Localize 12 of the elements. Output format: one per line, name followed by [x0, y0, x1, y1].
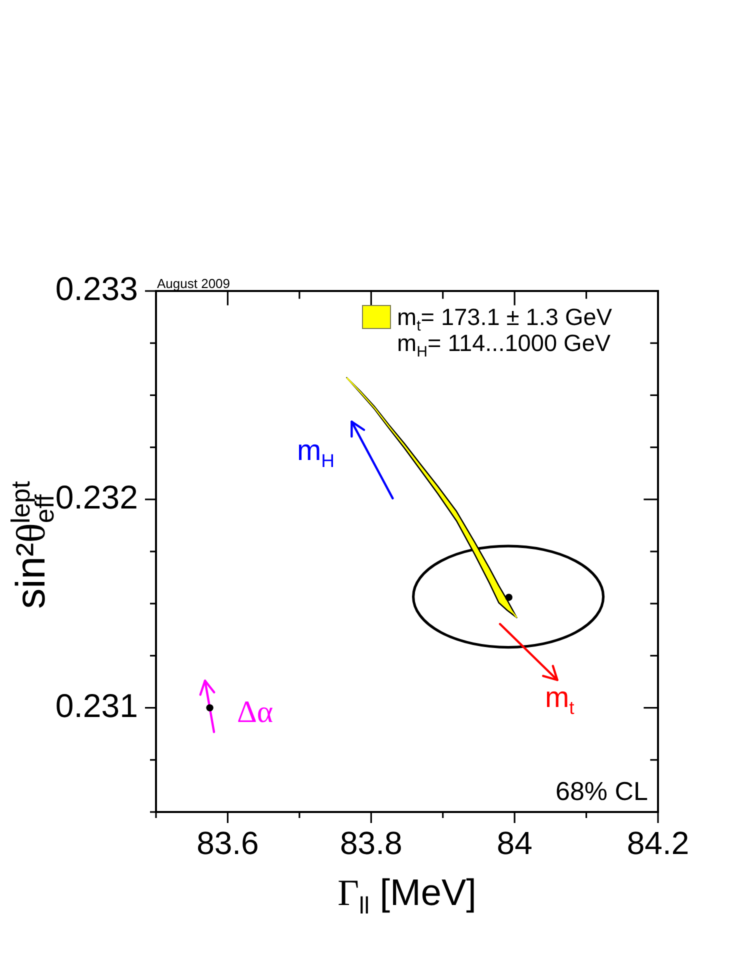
annotation: m$_{H}$ [297, 435, 335, 471]
x-tick-label: 83.6 [196, 825, 259, 862]
x-axis-title: Γ$_{ll}$ [MeV] [338, 872, 476, 920]
x-tick-label: 83.8 [340, 825, 402, 862]
x-tick-label: 84 [496, 825, 532, 862]
y-tick-label: 0.231 [55, 686, 138, 724]
text: August 2009 [157, 276, 230, 291]
annotation: 68% CL [556, 776, 648, 806]
annotation: Δα [237, 694, 274, 729]
annotation: m$_{t}$ [545, 682, 574, 718]
x-tick-label: 84.2 [626, 825, 690, 862]
y-tick-label: 0.233 [55, 270, 138, 308]
